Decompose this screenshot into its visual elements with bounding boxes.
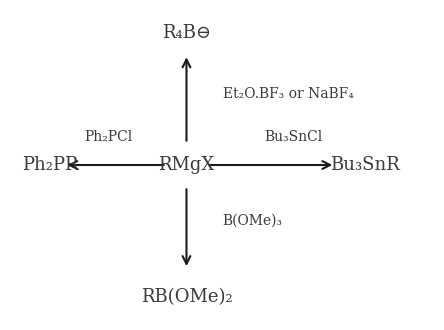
Text: Ph₂PR: Ph₂PR bbox=[22, 156, 79, 174]
Text: B(OMe)₃: B(OMe)₃ bbox=[222, 214, 282, 228]
Text: Bu₃SnCl: Bu₃SnCl bbox=[264, 130, 322, 144]
Text: RB(OMe)₂: RB(OMe)₂ bbox=[141, 288, 232, 306]
Text: RMgX: RMgX bbox=[159, 156, 214, 174]
Text: Ph₂PCl: Ph₂PCl bbox=[85, 130, 133, 144]
Text: R₄B⊖: R₄B⊖ bbox=[162, 24, 211, 42]
Text: Bu₃SnR: Bu₃SnR bbox=[330, 156, 400, 174]
Text: Et₂O.BF₃ or NaBF₄: Et₂O.BF₃ or NaBF₄ bbox=[223, 87, 354, 101]
